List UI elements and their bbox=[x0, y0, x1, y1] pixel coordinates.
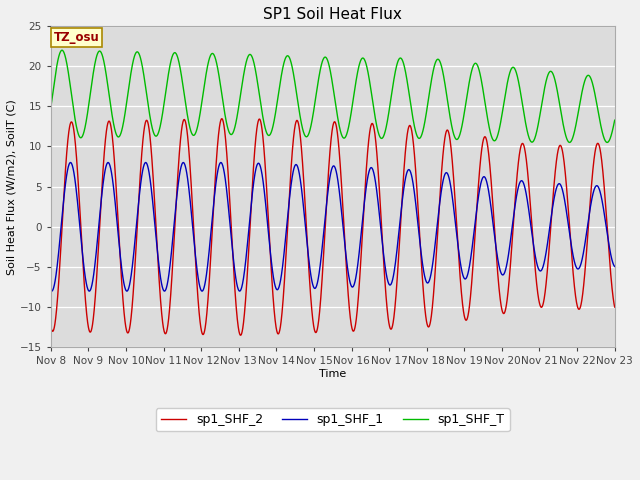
sp1_SHF_2 bbox=[237, 332, 244, 338]
sp1_SHF_T bbox=[611, 117, 618, 123]
sp1_SHF_2 bbox=[540, 300, 547, 306]
sp1_SHF_T bbox=[600, 134, 607, 140]
sp1_SHF_T bbox=[111, 128, 119, 134]
sp1_SHF_1 bbox=[47, 288, 54, 293]
sp1_SHF_1 bbox=[145, 169, 153, 175]
Line: sp1_SHF_T: sp1_SHF_T bbox=[51, 50, 614, 143]
sp1_SHF_1 bbox=[264, 219, 271, 225]
Line: sp1_SHF_1: sp1_SHF_1 bbox=[51, 163, 614, 291]
Line: sp1_SHF_2: sp1_SHF_2 bbox=[51, 119, 614, 335]
X-axis label: Time: Time bbox=[319, 369, 346, 379]
sp1_SHF_1 bbox=[540, 263, 547, 269]
sp1_SHF_T bbox=[47, 105, 54, 111]
sp1_SHF_1 bbox=[67, 160, 74, 166]
sp1_SHF_2 bbox=[600, 181, 608, 187]
Title: SP1 Soil Heat Flux: SP1 Soil Heat Flux bbox=[263, 7, 402, 22]
Text: TZ_osu: TZ_osu bbox=[54, 31, 99, 44]
sp1_SHF_2 bbox=[611, 304, 618, 310]
sp1_SHF_1 bbox=[611, 264, 618, 269]
sp1_SHF_2 bbox=[47, 324, 54, 329]
sp1_SHF_2 bbox=[111, 168, 119, 173]
sp1_SHF_T bbox=[263, 131, 271, 137]
sp1_SHF_2 bbox=[218, 116, 226, 121]
sp1_SHF_T bbox=[145, 106, 152, 111]
sp1_SHF_1 bbox=[111, 203, 119, 208]
sp1_SHF_T bbox=[58, 48, 66, 53]
sp1_SHF_1 bbox=[288, 177, 296, 182]
sp1_SHF_T bbox=[288, 62, 296, 68]
Y-axis label: Soil Heat Flux (W/m2), SoilT (C): Soil Heat Flux (W/m2), SoilT (C) bbox=[7, 99, 17, 275]
sp1_SHF_1 bbox=[600, 209, 608, 215]
sp1_SHF_2 bbox=[145, 123, 152, 129]
sp1_SHF_2 bbox=[264, 198, 271, 204]
sp1_SHF_T bbox=[539, 94, 547, 99]
sp1_SHF_T bbox=[604, 140, 611, 145]
sp1_SHF_1 bbox=[48, 288, 56, 294]
Legend: sp1_SHF_2, sp1_SHF_1, sp1_SHF_T: sp1_SHF_2, sp1_SHF_1, sp1_SHF_T bbox=[156, 408, 509, 431]
sp1_SHF_2 bbox=[288, 155, 296, 161]
